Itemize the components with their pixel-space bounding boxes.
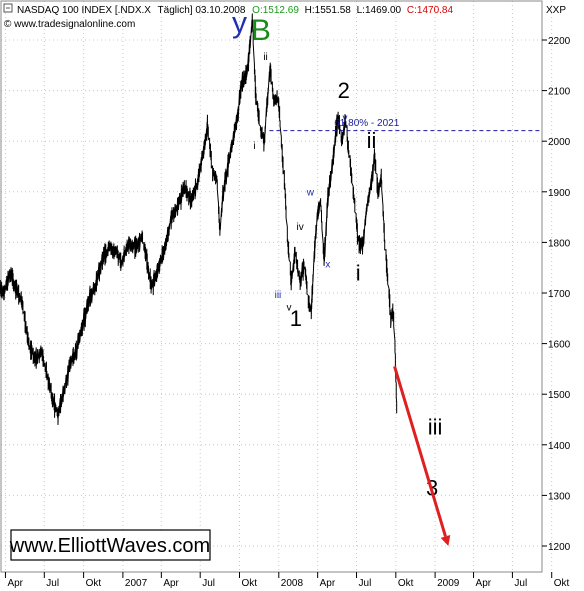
x-tick-label: Jul xyxy=(202,578,215,589)
chart-header: NASDAQ 100 INDEX [.NDX.X Täglich] 03.10.… xyxy=(3,3,566,30)
y-tick-label: 1600 xyxy=(548,340,571,351)
wave-label: w xyxy=(306,187,315,198)
price-line xyxy=(0,13,398,426)
x-tick-label: Jul xyxy=(46,578,59,589)
source-copyright: © www.tradesignalonline.com xyxy=(4,19,135,30)
x-tick-label: Apr xyxy=(7,578,23,589)
header-interval: Täglich] 03.10.2008 xyxy=(158,5,246,16)
x-tick-label: Okt xyxy=(554,578,570,589)
y-tick-label: 1800 xyxy=(548,238,571,249)
wave-label: 1 xyxy=(290,306,302,331)
y-tick-label: 1300 xyxy=(548,491,571,502)
x-tick-label: Jul xyxy=(359,578,372,589)
wave-label: v xyxy=(287,303,292,314)
wave-label: iii xyxy=(275,290,282,301)
chart-grid xyxy=(1,1,553,572)
watermark-box: www.ElliottWaves.com xyxy=(9,529,211,561)
y-tick-label: 1200 xyxy=(548,542,571,553)
wave-label: y xyxy=(232,6,247,39)
wave-label: i xyxy=(356,260,361,285)
x-tick-label: Okt xyxy=(241,578,257,589)
wave-label: ii xyxy=(263,52,267,63)
projection-arrow xyxy=(393,365,451,546)
source-url: www.tradesignalonline.com xyxy=(13,19,135,30)
wave-label: iii xyxy=(428,415,443,440)
wave-label: B xyxy=(251,14,271,47)
x-axis: Apr Jul Okt 2007 Apr Jul Okt 2008 Apr Jul Okt 2009 A… xyxy=(4,572,570,589)
x-tick-label: Apr xyxy=(163,578,179,589)
watermark-border xyxy=(10,529,211,561)
header-low: L:1469.00 xyxy=(357,5,402,16)
watermark-text: www.ElliottWaves.com xyxy=(9,535,210,557)
wave-label: iv xyxy=(297,222,304,233)
chart-plot-frame xyxy=(0,0,543,573)
y-tick-label: 2000 xyxy=(548,137,571,148)
y-tick-label: 1400 xyxy=(548,441,571,452)
x-tick-label: Apr xyxy=(476,578,492,589)
x-tick-label: 2009 xyxy=(437,578,460,589)
y-tick-label: 2200 xyxy=(548,36,571,47)
header-title: NASDAQ 100 INDEX [.NDX.X xyxy=(17,5,151,16)
price-series xyxy=(0,13,398,426)
svg-text:NASDAQ 100 INDEX [.NDX.X: NASDAQ 100 INDEX [.NDX.X Täglich] 03.10.… xyxy=(17,5,453,16)
x-tick-label: Okt xyxy=(86,578,102,589)
x-tick-label: 2008 xyxy=(281,578,304,589)
y-tick-label: 1500 xyxy=(548,390,571,401)
wave-label: 61,80% - 2021 xyxy=(334,118,399,129)
x-tick-label: Okt xyxy=(398,578,414,589)
x-tick-label: Jul xyxy=(514,578,527,589)
wave-label: x xyxy=(325,260,330,271)
header-close: C:1470.84 xyxy=(407,5,454,16)
arrow-head xyxy=(440,534,451,546)
header-high: H:1551.58 xyxy=(305,5,352,16)
symbol-code: XXP xyxy=(546,5,566,16)
x-tick-label: 2007 xyxy=(125,578,148,589)
arrow-shaft xyxy=(393,365,447,537)
y-axis: 1200 1300 1400 1500 1600 1700 1800 1900 2000 2100… xyxy=(542,36,571,553)
y-tick-label: 1900 xyxy=(548,188,571,199)
wave-label: ii xyxy=(367,128,377,153)
wave-label: i xyxy=(253,141,255,152)
wave-label: 2 xyxy=(338,78,350,103)
y-tick-label: 2100 xyxy=(548,87,571,98)
wave-label: y xyxy=(342,113,347,124)
y-tick-label: 1700 xyxy=(548,289,571,300)
header-open: O:1512.69 xyxy=(252,5,299,16)
x-tick-label: Apr xyxy=(320,578,336,589)
